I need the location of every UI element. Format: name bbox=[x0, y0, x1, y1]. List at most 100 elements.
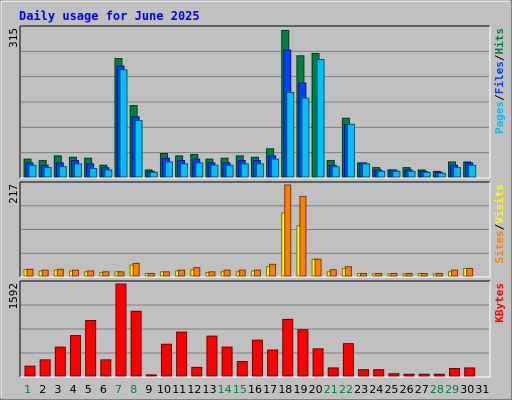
bar-pages-day-22 bbox=[346, 123, 355, 178]
bar-pages-day-5 bbox=[89, 168, 98, 178]
chart-panel-1: 315 Pages/Files/Hits bbox=[7, 25, 506, 179]
x-tick-label-day-25: 25 bbox=[384, 383, 398, 396]
bar-kbytes-day-11 bbox=[176, 331, 188, 377]
bar-pages-day-10 bbox=[164, 161, 173, 178]
x-tick-label-day-7: 7 bbox=[115, 383, 122, 396]
bar-sites-day-2 bbox=[41, 269, 49, 277]
bar-sites-day-16 bbox=[253, 269, 261, 277]
legend-entry-sites: Sites bbox=[493, 230, 506, 263]
bar-kbytes-day-29 bbox=[449, 367, 461, 377]
x-tick-label-day-21: 21 bbox=[324, 383, 338, 396]
x-tick-label-day-6: 6 bbox=[100, 383, 107, 396]
x-tick-label-day-28: 28 bbox=[430, 383, 444, 396]
legend-entry-kbytes: KBytes bbox=[493, 283, 506, 323]
bar-kbytes-day-5 bbox=[85, 320, 97, 377]
bar-pages-day-14 bbox=[225, 164, 234, 178]
x-tick-label-day-4: 4 bbox=[70, 383, 77, 396]
chart-title: Daily usage for June 2025 bbox=[19, 9, 200, 23]
x-tick-label-day-23: 23 bbox=[354, 383, 368, 396]
bar-kbytes-day-25 bbox=[388, 373, 400, 377]
bar-pages-day-20 bbox=[316, 59, 325, 178]
x-tick-label-day-18: 18 bbox=[278, 383, 292, 396]
bar-sites-day-6 bbox=[102, 271, 110, 277]
bar-pages-day-2 bbox=[43, 167, 52, 178]
x-tick-label-day-13: 13 bbox=[203, 383, 217, 396]
bar-pages-day-1 bbox=[28, 164, 37, 178]
bar-sites-day-11 bbox=[178, 269, 186, 277]
legend-2: Sites/Visits bbox=[493, 184, 506, 264]
bar-sites-day-21 bbox=[329, 269, 337, 277]
bar-sites-day-4 bbox=[71, 269, 79, 277]
x-tick-label-day-19: 19 bbox=[293, 383, 307, 396]
bar-pages-day-12 bbox=[195, 162, 204, 178]
bar-pages-day-28 bbox=[437, 172, 446, 178]
bar-sites-day-27 bbox=[420, 272, 428, 277]
bar-kbytes-day-9 bbox=[145, 374, 157, 377]
bar-sites-day-13 bbox=[208, 271, 216, 277]
bar-pages-day-26 bbox=[407, 170, 416, 178]
bar-sites-day-3 bbox=[56, 268, 64, 277]
bar-pages-day-8 bbox=[134, 120, 143, 178]
x-tick-label-day-3: 3 bbox=[54, 383, 61, 396]
x-tick-label-day-2: 2 bbox=[39, 383, 46, 396]
bar-sites-day-23 bbox=[360, 272, 368, 277]
bar-kbytes-day-7 bbox=[115, 283, 127, 377]
x-tick-label-day-30: 30 bbox=[460, 383, 474, 396]
x-tick-label-day-5: 5 bbox=[85, 383, 92, 396]
legend-separator: / bbox=[493, 54, 506, 61]
y-axis-max-label: 1592 bbox=[7, 283, 20, 310]
bar-kbytes-day-16 bbox=[251, 339, 263, 377]
bar-kbytes-day-1 bbox=[24, 365, 36, 377]
x-tick-label-day-12: 12 bbox=[187, 383, 201, 396]
bar-pages-day-19 bbox=[301, 97, 310, 178]
bar-kbytes-day-17 bbox=[267, 349, 279, 377]
x-tick-label-day-27: 27 bbox=[415, 383, 429, 396]
chart-panel-2: 217 Sites/Visits bbox=[7, 181, 506, 278]
bar-sites-day-7 bbox=[117, 271, 125, 277]
bar-pages-day-15 bbox=[240, 163, 249, 178]
bar-sites-day-26 bbox=[405, 272, 413, 277]
bar-kbytes-day-3 bbox=[54, 346, 66, 377]
bar-sites-day-15 bbox=[238, 269, 246, 277]
x-axis-labels: 1 2 3 4 5 6 7 8 9 10 11 12 13 14 15 16 17 18 19 20 21 22 23 24 2… bbox=[24, 383, 489, 396]
bar-pages-day-18 bbox=[286, 91, 295, 178]
x-tick-label-day-11: 11 bbox=[172, 383, 186, 396]
legend-entry-files: Files bbox=[493, 61, 506, 94]
bar-kbytes-day-21 bbox=[327, 367, 339, 377]
bar-kbytes-day-22 bbox=[342, 343, 354, 377]
bar-pages-day-7 bbox=[119, 69, 128, 178]
bar-pages-day-4 bbox=[73, 163, 82, 178]
bar-pages-day-16 bbox=[255, 163, 264, 178]
bar-kbytes-day-2 bbox=[39, 359, 51, 377]
bar-kbytes-day-6 bbox=[100, 359, 112, 377]
legend-3: KBytes bbox=[493, 283, 506, 323]
bar-pages-day-23 bbox=[362, 163, 371, 178]
bar-pages-day-21 bbox=[331, 166, 340, 178]
bar-sites-day-30 bbox=[466, 267, 474, 277]
chart-panel-3: 1592 KBytes bbox=[7, 280, 506, 378]
bar-sites-day-10 bbox=[162, 271, 170, 277]
bar-sites-day-20 bbox=[314, 258, 322, 277]
x-tick-label-day-24: 24 bbox=[369, 383, 383, 396]
bar-pages-day-6 bbox=[104, 169, 113, 178]
bar-kbytes-day-18 bbox=[282, 318, 294, 377]
legend-separator: / bbox=[493, 223, 506, 230]
bar-kbytes-day-19 bbox=[297, 329, 309, 377]
x-tick-label-day-15: 15 bbox=[233, 383, 247, 396]
bar-pages-day-30 bbox=[468, 164, 477, 178]
y-axis-max-label: 315 bbox=[7, 28, 20, 48]
bar-kbytes-day-10 bbox=[160, 343, 172, 377]
bar-pages-day-24 bbox=[377, 170, 386, 178]
legend-1: Pages/Files/Hits bbox=[493, 28, 506, 134]
bar-sites-day-24 bbox=[375, 272, 383, 277]
bar-pages-day-13 bbox=[210, 164, 219, 178]
legend-separator: / bbox=[493, 94, 506, 101]
bar-pages-day-29 bbox=[453, 167, 462, 178]
bar-sites-day-19 bbox=[299, 195, 307, 277]
bar-sites-day-28 bbox=[435, 272, 443, 277]
bar-sites-day-14 bbox=[223, 269, 231, 277]
bar-pages-day-17 bbox=[271, 158, 280, 178]
bar-pages-day-3 bbox=[58, 166, 67, 178]
